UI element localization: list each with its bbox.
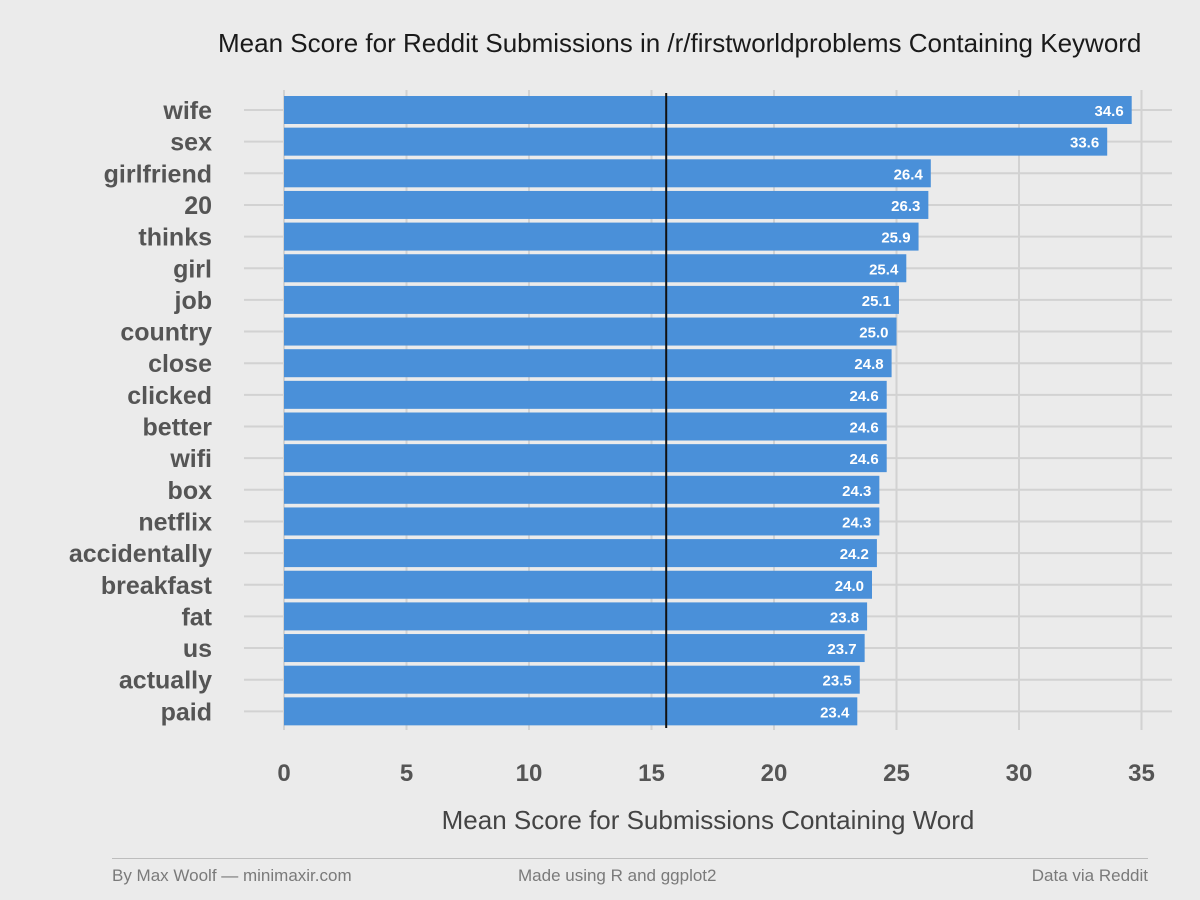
category-label: girlfriend	[104, 160, 212, 188]
bars	[284, 96, 1132, 726]
category-label: better	[143, 414, 213, 442]
value-label: 25.0	[859, 325, 888, 342]
value-label: 24.3	[842, 483, 871, 500]
value-label: 24.6	[849, 451, 878, 468]
category-label: girl	[173, 255, 212, 283]
bar-20	[284, 190, 929, 219]
value-label: 24.6	[849, 388, 878, 405]
value-label: 24.2	[840, 546, 869, 563]
category-label: close	[148, 350, 212, 378]
x-tick-label: 35	[1128, 760, 1155, 787]
category-label: country	[120, 319, 212, 347]
bar-paid	[284, 697, 858, 726]
value-label: 23.5	[823, 673, 852, 690]
category-label: thinks	[138, 224, 212, 252]
bar-better	[284, 412, 887, 441]
x-axis-title: Mean Score for Submissions Containing Wo…	[442, 805, 975, 835]
footer-source: Data via Reddit	[1031, 866, 1148, 885]
value-label: 24.3	[842, 514, 871, 531]
category-label: job	[174, 287, 213, 315]
category-label: box	[168, 477, 213, 505]
value-labels: 34.6 33.6 26.4 26.3 25.9 25.4 25.1 25.0 24.8 24.6…	[820, 103, 1124, 721]
category-label: sex	[170, 129, 212, 157]
category-labels: wife sex girlfriend 20 thinks girl job country c…	[69, 97, 213, 726]
x-tick-label: 30	[1006, 760, 1033, 787]
x-tick-labels: 0 5 10 15 20 25 30 35	[277, 760, 1155, 787]
x-tick-label: 25	[883, 760, 910, 787]
category-label: breakfast	[101, 572, 213, 600]
value-label: 24.8	[854, 356, 883, 373]
bar-girl	[284, 254, 907, 283]
bar-netflix	[284, 507, 880, 536]
value-label: 26.3	[891, 198, 920, 215]
value-label: 26.4	[894, 166, 924, 183]
category-label: paid	[161, 698, 212, 726]
category-label: wifi	[169, 445, 212, 473]
bar-sex	[284, 127, 1108, 156]
bar-job	[284, 285, 899, 314]
bar-breakfast	[284, 570, 872, 599]
category-label: netflix	[138, 508, 212, 536]
bar-fat	[284, 602, 868, 631]
bar-country	[284, 317, 897, 346]
chart-title: Mean Score for Reddit Submissions in /r/…	[218, 28, 1142, 58]
footer-credit: By Max Woolf — minimaxir.com	[112, 866, 352, 885]
x-tick-label: 15	[638, 760, 665, 787]
value-label: 25.4	[869, 261, 899, 278]
x-tick-label: 5	[400, 760, 413, 787]
category-label: actually	[119, 667, 212, 695]
bar-box	[284, 475, 880, 504]
value-label: 34.6	[1094, 103, 1123, 120]
bar-wifi	[284, 444, 887, 473]
bar-close	[284, 349, 892, 378]
category-label: wife	[162, 97, 212, 125]
bar-thinks	[284, 222, 919, 251]
x-tick-label: 20	[761, 760, 788, 787]
bar-clicked	[284, 380, 887, 409]
x-tick-label: 10	[516, 760, 543, 787]
category-label: clicked	[127, 382, 212, 410]
category-label: fat	[181, 603, 212, 631]
value-label: 25.1	[862, 293, 891, 310]
bar-actually	[284, 665, 860, 694]
value-label: 23.4	[820, 704, 850, 721]
bar-girlfriend	[284, 159, 931, 188]
category-label: us	[183, 635, 212, 663]
category-label: accidentally	[69, 540, 212, 568]
value-label: 23.8	[830, 609, 859, 626]
value-label: 25.9	[881, 230, 910, 247]
category-label: 20	[184, 192, 212, 220]
bar-chart: 34.6 33.6 26.4 26.3 25.9 25.4 25.1 25.0 24.8 24.6…	[69, 90, 1172, 835]
footer-divider	[112, 858, 1148, 859]
bar-accidentally	[284, 539, 877, 568]
value-label: 23.7	[827, 641, 856, 658]
footer-tools: Made using R and ggplot2	[518, 866, 717, 885]
x-tick-label: 0	[277, 760, 290, 787]
bar-wife	[284, 96, 1132, 124]
value-label: 33.6	[1070, 135, 1099, 152]
bar-us	[284, 634, 865, 663]
value-label: 24.6	[849, 420, 878, 437]
value-label: 24.0	[835, 578, 864, 595]
